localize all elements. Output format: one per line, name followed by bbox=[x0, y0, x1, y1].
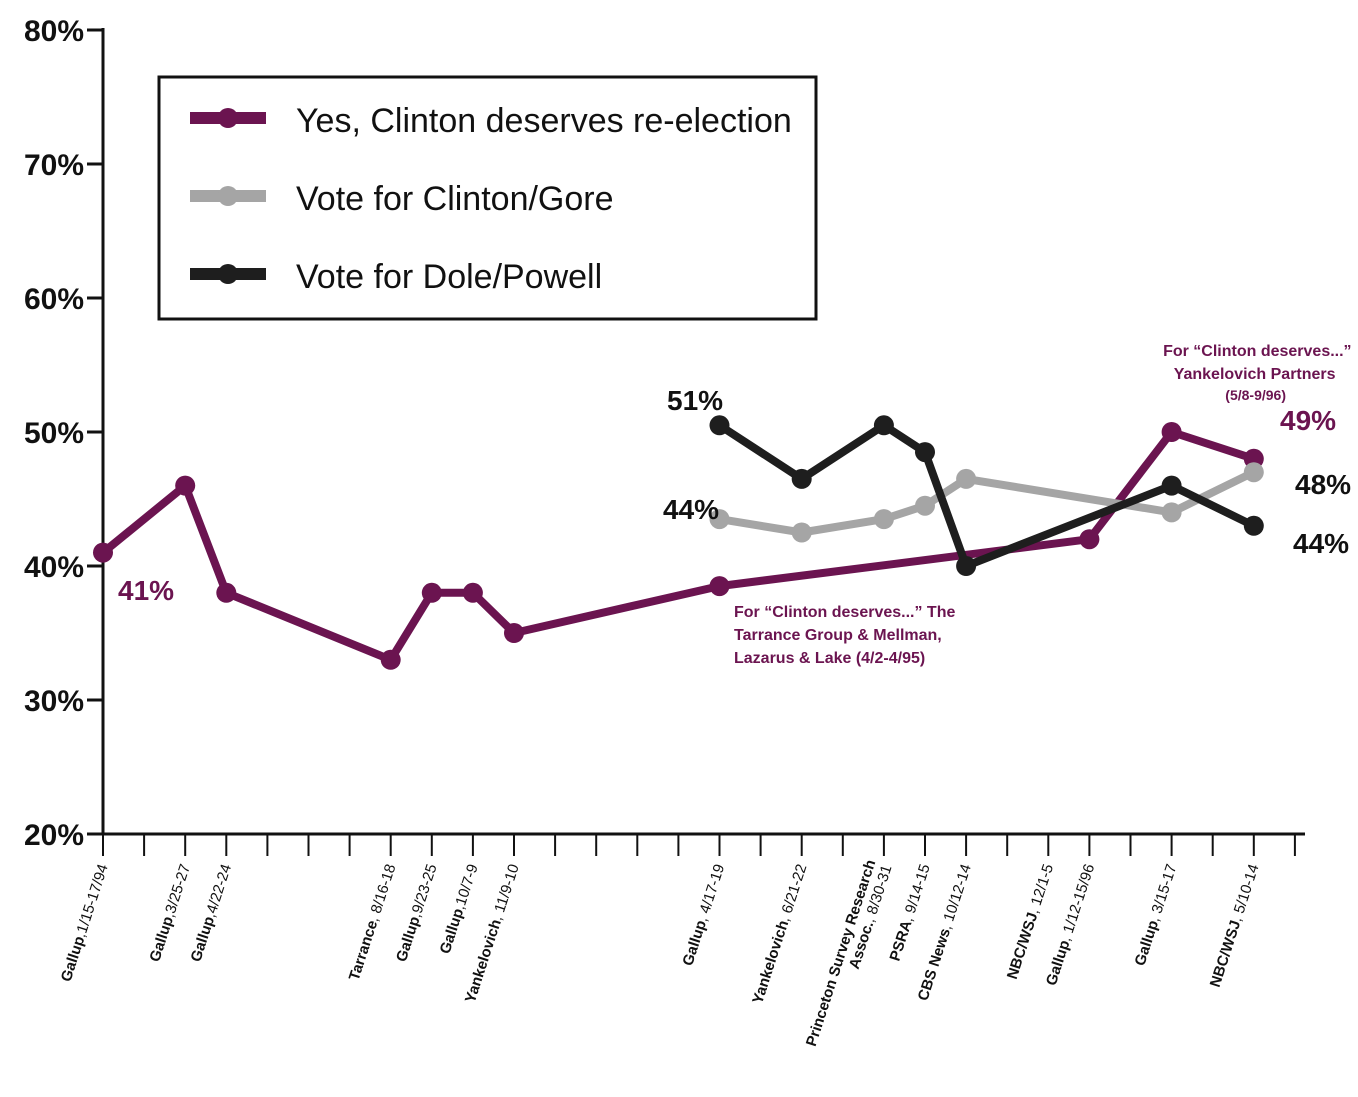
x-tick-label: Gallup, 4/17-19 bbox=[679, 862, 728, 968]
series-line-0 bbox=[99, 428, 1258, 664]
data-label-dole-powell-last: 44% bbox=[1293, 528, 1349, 559]
data-point-2 bbox=[873, 415, 894, 436]
data-label-clinton-deserves-last: 49% bbox=[1280, 405, 1336, 436]
data-point-2 bbox=[1243, 515, 1264, 536]
y-tick-label: 70% bbox=[24, 149, 84, 182]
annotation-tarrance: For “Clinton deserves...” The Tarrance G… bbox=[734, 604, 960, 667]
data-label-clinton-gore-last: 48% bbox=[1295, 469, 1351, 500]
data-point-1 bbox=[1161, 502, 1182, 523]
data-point-2 bbox=[1161, 475, 1182, 496]
data-label-clinton-deserves-first: 41% bbox=[118, 575, 174, 606]
series-lines bbox=[93, 415, 1264, 670]
x-tick-label: Gallup,10/7-9 bbox=[437, 862, 482, 956]
y-tick-label: 40% bbox=[24, 551, 84, 584]
data-point-0 bbox=[380, 649, 401, 670]
data-point-0 bbox=[709, 576, 730, 597]
data-point-1 bbox=[873, 509, 894, 530]
x-ticks: Gallup,1/15-17/94 Gallup,3/25-27Gallup,4/… bbox=[58, 834, 1296, 1054]
annotations: For “Clinton deserves...” Yankelovich Pa… bbox=[734, 343, 1356, 667]
data-label-clinton-gore-first: 44% bbox=[663, 494, 719, 525]
annotation-yankelovich-line-3: (5/8-9/96) bbox=[1225, 387, 1286, 403]
data-point-0 bbox=[1161, 422, 1182, 442]
x-tick-label: Gallup,4/22-24 bbox=[188, 862, 236, 964]
annotation-tarrance-line-3: Lazarus & Lake (4/2-4/95) bbox=[734, 650, 925, 667]
x-tick-label: Gallup,1/15-17/94 bbox=[58, 862, 112, 984]
data-point-1 bbox=[791, 522, 812, 543]
legend: Yes, Clinton deserves re-election Vote f… bbox=[157, 75, 818, 321]
x-tick-label: PSRA, 9/14-15 bbox=[886, 862, 933, 963]
x-tick-label: Princeton Survey ResearchAssoc., 8/30-31 bbox=[803, 858, 896, 1054]
x-tick-label: Gallup, 3/15-17 bbox=[1132, 862, 1181, 968]
data-point-2 bbox=[915, 442, 935, 463]
data-point-2 bbox=[956, 556, 977, 576]
data-point-0 bbox=[421, 582, 442, 603]
data-point-0 bbox=[93, 542, 113, 563]
annotation-yankelovich-line-2: Yankelovich Partners bbox=[1174, 366, 1336, 383]
annotation-tarrance-line-1: For “Clinton deserves...” The bbox=[734, 604, 955, 621]
legend-label-2: Vote for Dole/Powell bbox=[296, 258, 602, 296]
y-tick-label: 20% bbox=[24, 819, 84, 852]
data-point-1 bbox=[915, 495, 935, 516]
data-point-0 bbox=[216, 582, 237, 603]
y-tick-label: 50% bbox=[24, 417, 84, 450]
legend-box bbox=[157, 75, 818, 321]
legend-marker-0 bbox=[218, 108, 238, 128]
series-line-2 bbox=[715, 421, 1258, 570]
data-label-dole-powell-first: 51% bbox=[667, 385, 723, 416]
data-labels: 41% 51% 44% 49% 48% 44% bbox=[118, 385, 1351, 606]
x-tick-label: Gallup,3/25-27 bbox=[146, 862, 194, 964]
data-point-1 bbox=[1243, 462, 1264, 483]
x-tick-label: Tarrance, 8/16-18 bbox=[346, 862, 400, 983]
x-tick-label: Gallup,9/23-25 bbox=[393, 862, 441, 964]
legend-label-1: Vote for Clinton/Gore bbox=[296, 180, 614, 218]
data-point-2 bbox=[709, 415, 730, 436]
annotation-yankelovich: For “Clinton deserves...” Yankelovich Pa… bbox=[1163, 343, 1356, 403]
data-point-0 bbox=[462, 582, 483, 603]
y-tick-label: 80% bbox=[24, 15, 84, 48]
legend-label-0: Yes, Clinton deserves re-election bbox=[296, 102, 792, 140]
x-tick-label: NBC/WSJ, 5/10-14 bbox=[1207, 862, 1263, 989]
y-ticks: 80% 70% 60% 50% 40% 30% 20% bbox=[24, 15, 103, 852]
data-point-0 bbox=[175, 475, 196, 496]
legend-marker-2 bbox=[218, 264, 238, 284]
annotation-yankelovich-line-1: For “Clinton deserves...” bbox=[1163, 343, 1351, 360]
y-tick-label: 60% bbox=[24, 283, 84, 316]
data-point-2 bbox=[791, 468, 812, 489]
data-point-0 bbox=[1079, 529, 1100, 550]
data-point-1 bbox=[956, 468, 977, 489]
x-tick-label: Yankelovich, 6/21-22 bbox=[749, 862, 810, 1006]
annotation-tarrance-line-2: Tarrance Group & Mellman, bbox=[734, 627, 942, 644]
legend-marker-1 bbox=[218, 186, 238, 206]
y-tick-label: 30% bbox=[24, 685, 84, 718]
data-point-1 bbox=[709, 509, 730, 530]
data-point-0 bbox=[504, 623, 524, 643]
